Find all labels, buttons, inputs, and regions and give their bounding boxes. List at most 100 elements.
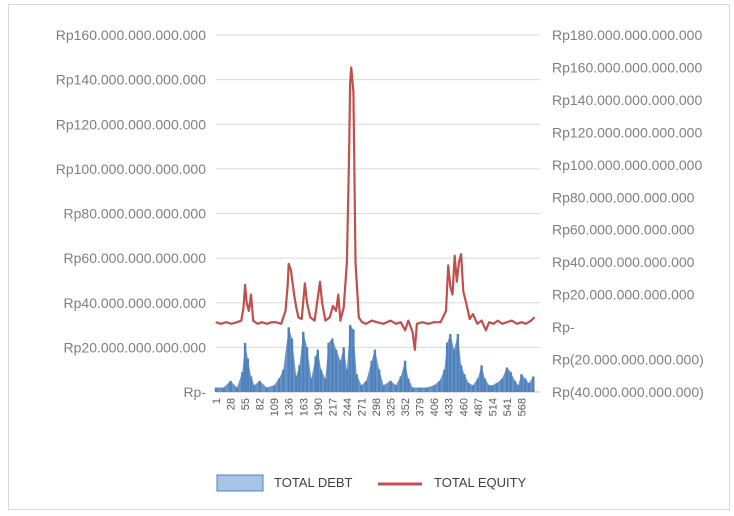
x-tick-label: 568 <box>516 398 528 416</box>
total-debt-bar <box>355 374 358 392</box>
total-debt-bar <box>425 387 428 392</box>
right-tick-label: Rp- <box>552 319 575 335</box>
total-equity-point <box>472 313 474 315</box>
total-debt-bar <box>324 378 327 392</box>
right-tick-label: Rp40.000.000.000.000 <box>552 254 695 270</box>
total-equity-point <box>250 294 252 296</box>
total-equity-point <box>240 320 242 322</box>
total-equity-point <box>454 255 456 257</box>
total-equity-point <box>252 320 254 322</box>
total-equity-point <box>220 323 222 325</box>
total-equity-point <box>511 320 513 322</box>
total-equity-point <box>306 302 308 304</box>
total-equity-point <box>361 321 363 323</box>
total-equity-point <box>525 323 527 325</box>
total-debt-bar <box>316 349 320 392</box>
total-equity-point <box>412 331 414 333</box>
total-equity-point <box>400 321 402 323</box>
right-tick-label: Rp120.000.000.000.000 <box>552 124 702 140</box>
total-debt-bar <box>246 358 249 392</box>
total-debt-bar <box>348 325 352 392</box>
total-debt-bar <box>310 378 313 392</box>
x-tick-label: 298 <box>371 398 383 416</box>
total-equity-point <box>440 321 442 323</box>
total-equity-point <box>350 66 352 69</box>
left-tick-label: Rp20.000.000.000.000 <box>64 339 207 355</box>
total-debt-bar <box>253 385 256 392</box>
legend-label-total-equity: TOTAL EQUITY <box>434 475 527 490</box>
right-tick-label: Rp80.000.000.000.000 <box>552 189 695 205</box>
total-debt-bar <box>243 342 247 392</box>
total-debt-bar <box>290 338 294 392</box>
total-equity-point <box>290 269 292 271</box>
x-tick-label: 460 <box>458 398 470 416</box>
total-equity-point <box>246 302 248 304</box>
total-debt-bar <box>241 371 244 392</box>
x-tick-label: 244 <box>342 398 354 416</box>
total-debt-bar <box>382 385 385 392</box>
right-axis-ticks: Rp(40.000.000.000.000) Rp(20.000.000.000.… <box>552 27 704 400</box>
left-tick-label: Rp160.000.000.000.000 <box>56 27 206 43</box>
total-equity-point <box>293 294 295 296</box>
total-debt-bar <box>249 376 253 392</box>
total-debt-bar <box>305 347 309 392</box>
total-equity-point <box>395 323 397 325</box>
total-debt-bar <box>459 365 463 392</box>
total-equity-point <box>242 307 245 309</box>
total-equity-point <box>244 284 246 286</box>
x-tick-label: 109 <box>269 398 281 416</box>
total-debt-bar <box>527 383 531 392</box>
total-debt-bar <box>487 385 491 392</box>
total-debt-bar <box>314 356 317 392</box>
total-equity-point <box>376 321 378 323</box>
total-equity-point <box>304 282 306 284</box>
total-debt-bar <box>438 380 441 392</box>
total-debt-bar <box>432 385 436 392</box>
total-debt-bar <box>331 338 334 392</box>
total-debt-bar <box>456 333 460 392</box>
total-equity-point <box>492 323 495 325</box>
total-equity-line <box>215 66 536 351</box>
x-tick-label: 163 <box>298 398 310 416</box>
total-debt-bar <box>524 378 527 392</box>
total-equity-point <box>365 323 367 325</box>
total-equity-point <box>533 316 535 318</box>
total-equity-point <box>488 321 490 323</box>
total-equity-point <box>352 91 354 93</box>
total-equity-point <box>358 316 360 318</box>
total-equity-point <box>416 323 418 325</box>
right-tick-label: Rp(40.000.000.000.000) <box>552 384 704 400</box>
total-equity-point <box>346 261 348 263</box>
total-debt-bar <box>445 342 449 392</box>
total-equity-point <box>324 320 326 322</box>
x-tick-label: 487 <box>473 398 485 416</box>
total-debt-bar <box>222 387 225 392</box>
x-tick-label: 136 <box>284 398 296 416</box>
total-equity-point <box>382 323 385 325</box>
total-equity-point <box>354 261 357 263</box>
total-equity-point <box>248 310 250 312</box>
total-debt-bar <box>339 360 342 392</box>
x-tick-label: 514 <box>487 398 499 416</box>
total-debt-bar <box>360 385 363 392</box>
total-debt-bar <box>258 380 261 392</box>
legend-label-total-debt: TOTAL DEBT <box>274 475 353 490</box>
total-equity-point <box>404 329 406 331</box>
total-equity-point <box>451 294 454 296</box>
x-tick-label: 379 <box>415 398 427 416</box>
left-tick-label: Rp140.000.000.000.000 <box>56 72 206 88</box>
total-equity-point <box>433 321 435 323</box>
total-equity-point <box>407 320 409 322</box>
total-equity-point <box>270 321 273 323</box>
total-debt-bar <box>509 371 512 392</box>
total-equity-point <box>389 320 392 322</box>
total-debt-bar <box>500 378 504 392</box>
total-equity-point <box>530 320 532 322</box>
x-tick-label: 1 <box>211 398 223 404</box>
total-debt-bar <box>352 329 355 392</box>
total-equity-point <box>427 323 429 325</box>
total-debt-bar <box>471 385 475 392</box>
total-equity-point <box>284 310 287 312</box>
total-debt-bar <box>449 333 452 392</box>
